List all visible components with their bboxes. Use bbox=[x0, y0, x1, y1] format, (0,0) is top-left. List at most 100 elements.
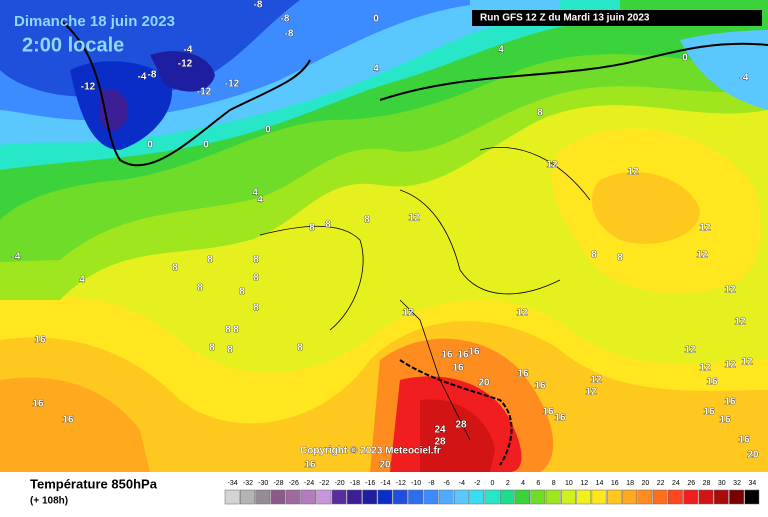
contour-label: 0 bbox=[265, 125, 271, 136]
contour-label: 12 bbox=[696, 250, 708, 261]
scale-swatch bbox=[454, 489, 469, 505]
contour-label: 8 bbox=[253, 255, 259, 266]
scale-label: 6 bbox=[536, 480, 540, 487]
scale-swatch bbox=[438, 489, 454, 505]
scale-label: -30 bbox=[258, 480, 268, 487]
scale-swatch bbox=[591, 489, 607, 505]
scale-label: 10 bbox=[565, 480, 573, 487]
contour-label: -8 bbox=[285, 29, 294, 40]
scale-label: -16 bbox=[365, 480, 375, 487]
contour-label: 12 bbox=[546, 160, 558, 171]
contour-label: -12 bbox=[81, 82, 96, 93]
scale-label: -22 bbox=[319, 480, 329, 487]
scale-label: -2 bbox=[474, 480, 480, 487]
contour-label: 20 bbox=[379, 460, 391, 471]
contour-label: 16 bbox=[534, 381, 546, 392]
contour-label: 4 bbox=[257, 195, 263, 206]
scale-label: 34 bbox=[748, 480, 756, 487]
contour-label: 12 bbox=[724, 285, 736, 296]
scale-label: 32 bbox=[733, 480, 741, 487]
scale-swatch bbox=[270, 489, 286, 505]
contour-label: 16 bbox=[62, 415, 74, 426]
scale-label: 8 bbox=[552, 480, 556, 487]
scale-swatch bbox=[362, 489, 378, 505]
scale-swatch bbox=[652, 489, 668, 505]
scale-swatch bbox=[347, 489, 362, 505]
scale-label: 16 bbox=[611, 480, 619, 487]
scale-label: -20 bbox=[335, 480, 345, 487]
run-box bbox=[472, 10, 762, 26]
scale-label: 26 bbox=[687, 480, 695, 487]
scale-swatch bbox=[224, 489, 240, 505]
contour-label: 12 bbox=[627, 167, 639, 178]
contour-label: 8 bbox=[197, 283, 203, 294]
contour-label: 12 bbox=[408, 213, 420, 224]
scale-label: 20 bbox=[641, 480, 649, 487]
contour-label: -12 bbox=[178, 59, 193, 70]
scale-swatch bbox=[683, 489, 699, 505]
scale-label: 22 bbox=[657, 480, 665, 487]
contour-label: 12 bbox=[585, 387, 597, 398]
contour-label: 8 bbox=[225, 325, 231, 336]
contour-label: 24 bbox=[434, 425, 446, 436]
contour-label: 16 bbox=[706, 377, 718, 388]
contour-label: 8 bbox=[297, 343, 303, 354]
footer-title: Température 850hPa bbox=[30, 476, 158, 491]
contour-label: 16 bbox=[452, 363, 464, 374]
scale-swatch bbox=[606, 489, 622, 505]
contour-label: 12 bbox=[699, 223, 711, 234]
scale-label: -14 bbox=[380, 480, 390, 487]
contour-label: 8 bbox=[227, 345, 233, 356]
contour-label: 16 bbox=[517, 369, 529, 380]
map-date: Dimanche 18 juin 2023 bbox=[14, 13, 175, 30]
contour-label: -8 bbox=[281, 14, 290, 25]
contour-label: 16 bbox=[468, 347, 480, 358]
contour-label: 16 bbox=[703, 407, 715, 418]
scale-swatch bbox=[576, 489, 592, 505]
contour-label: 0 bbox=[373, 14, 379, 25]
scale-label: 28 bbox=[703, 480, 711, 487]
contour-label: 8 bbox=[591, 250, 597, 261]
scale-label: 12 bbox=[580, 480, 588, 487]
contour-label: 12 bbox=[699, 363, 711, 374]
map-background bbox=[0, 0, 768, 472]
contour-label: 8 bbox=[207, 255, 213, 266]
scale-label: -32 bbox=[243, 480, 253, 487]
scale-swatch bbox=[377, 489, 393, 505]
contour-label: 8 bbox=[537, 108, 543, 119]
scale-swatch bbox=[301, 489, 316, 505]
scale-swatch bbox=[515, 489, 530, 505]
scale-label: 30 bbox=[718, 480, 726, 487]
scale-swatch bbox=[637, 489, 653, 505]
contour-label: 20 bbox=[747, 450, 759, 461]
map-time: 2:00 locale bbox=[22, 34, 124, 56]
contour-label: 8 bbox=[209, 343, 215, 354]
scale-label: -10 bbox=[411, 480, 421, 487]
scale-label: 2 bbox=[506, 480, 510, 487]
contour-label: 8 bbox=[253, 303, 259, 314]
contour-label: 16 bbox=[719, 415, 731, 426]
contour-label: 8 bbox=[239, 287, 245, 298]
copyright: Copyright © 2023 Meteociel.fr bbox=[300, 446, 441, 457]
color-scale: -34 -32 -30 -28 -26 -24 -22 -20 -18 -16 -14 -12 -10-… bbox=[224, 480, 760, 505]
scale-label: -28 bbox=[273, 480, 283, 487]
contour-label: 8 bbox=[309, 223, 315, 234]
contour-label: 0 bbox=[147, 140, 153, 151]
scale-swatch bbox=[285, 489, 301, 505]
contour-label: 16 bbox=[32, 399, 44, 410]
map-labels: -8-8-80-4-12-4 -8-12 -12-12440-40008121244… bbox=[11, 0, 759, 471]
scale-label: -12 bbox=[396, 480, 406, 487]
scale-label: 24 bbox=[672, 480, 680, 487]
scale-swatch bbox=[729, 489, 744, 505]
contour-label: 8 bbox=[617, 253, 623, 264]
run-info: Run GFS 12 Z du Mardi 13 juin 2023 bbox=[480, 13, 650, 24]
contour-label: 28 bbox=[434, 437, 446, 448]
contour-label: 16 bbox=[724, 397, 736, 408]
scale-label: -8 bbox=[428, 480, 434, 487]
scale-swatch bbox=[392, 489, 408, 505]
scale-label: -24 bbox=[304, 480, 314, 487]
contour-label: -8 bbox=[254, 0, 263, 11]
scale-label: 0 bbox=[491, 480, 495, 487]
contour-label: 16 bbox=[34, 335, 46, 346]
